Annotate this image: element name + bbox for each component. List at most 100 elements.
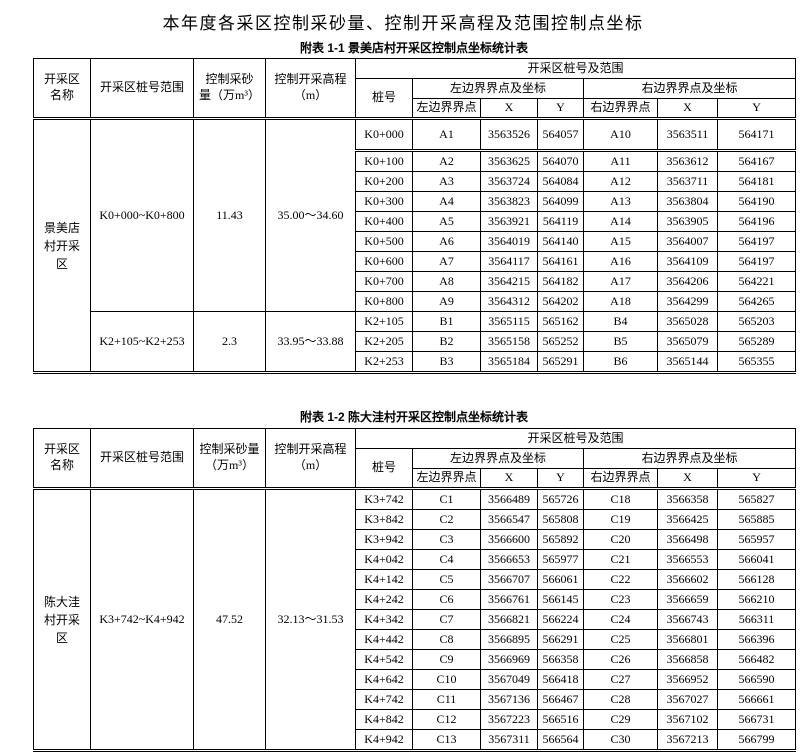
stake-cell: K4+042: [355, 549, 413, 570]
x-cell: 3564312: [480, 291, 538, 312]
y-cell: 565355: [716, 351, 797, 373]
stake-cell: K0+100: [355, 150, 413, 172]
y-cell: 565726: [537, 488, 584, 510]
x-cell: 3566358: [657, 488, 718, 510]
y-cell: 566311: [716, 609, 797, 630]
col-header-sand-volume: 控制采砂量 （万m³）: [193, 428, 266, 490]
table-row: K4+342 C7 3566821 566224 C24 3566743 566311: [34, 609, 797, 630]
right-boundary-point-cell: A18: [583, 291, 658, 312]
left-boundary-point-cell: C1: [412, 488, 481, 510]
table-row: K2+105~K2+253 2.3 33.95～33.88 K2+105 B1 35651…: [34, 311, 797, 373]
x-cell: 3566425: [657, 509, 718, 530]
table-row: 陈大洼村开采区 K3+742~K4+942 47.52 32.13～31.53 K3+7…: [33, 488, 797, 751]
col-header-right-boundary-group: 右边界界点及坐标: [582, 448, 797, 469]
x-cell: 3567311: [480, 729, 538, 751]
x-cell: 3565028: [657, 311, 718, 332]
right-boundary-point-cell: C23: [583, 589, 658, 610]
left-boundary-point-cell: C3: [412, 529, 481, 550]
y-cell: 566358: [537, 649, 584, 670]
x-cell: 3566761: [480, 589, 538, 610]
y-cell: 566210: [716, 589, 797, 610]
table-row: 景美店村开采区 K0+000~K0+800 11.43 35.00～34.60 K0+0…: [33, 118, 797, 373]
col-header-right-point: 右边界界点: [583, 98, 658, 120]
y-cell: 564057: [537, 118, 584, 152]
y-cell: 566731: [716, 709, 797, 730]
sand-volume-cell: 2.3: [193, 311, 266, 373]
col-header-y: Y: [716, 98, 797, 120]
col-header-x: X: [480, 468, 538, 490]
col-header-y: Y: [537, 468, 584, 490]
stake-cell: K3+942: [355, 529, 413, 550]
left-boundary-point-cell: A7: [412, 251, 481, 272]
right-boundary-point-cell: C24: [583, 609, 658, 630]
left-boundary-point-cell: A1: [412, 118, 481, 152]
left-boundary-point-cell: C8: [412, 629, 481, 650]
left-boundary-point-cell: A4: [412, 191, 481, 212]
stake-cell: K4+942: [355, 729, 413, 751]
table-row: K0+300 A4 3563823 564099 A13 3563804 564190: [34, 191, 797, 212]
col-header-x: X: [657, 98, 718, 120]
col-header-stake: 桩号: [355, 448, 413, 490]
stake-cell: K0+400: [355, 211, 413, 232]
y-cell: 566041: [716, 549, 797, 570]
y-cell: 564196: [716, 211, 797, 232]
y-cell: 566396: [716, 629, 797, 650]
col-header-y: Y: [537, 98, 584, 120]
y-cell: 566516: [537, 709, 584, 730]
x-cell: 3565079: [657, 331, 718, 352]
table-row: K4+242 C6 3566761 566145 C23 3566659 566210: [34, 589, 797, 610]
y-cell: 566145: [537, 589, 584, 610]
y-cell: 565252: [537, 331, 584, 352]
col-header-stake-range: 开采区桩号范围: [90, 428, 194, 490]
x-cell: 3566801: [657, 629, 718, 650]
y-cell: 566661: [716, 689, 797, 710]
stake-cell: K4+442: [355, 629, 413, 650]
x-cell: 3566553: [657, 549, 718, 570]
y-cell: 564197: [716, 251, 797, 272]
left-boundary-point-cell: C10: [412, 669, 481, 690]
header-row: 桩号 左边界界点及坐标 右边界界点及坐标: [34, 448, 797, 490]
table-row: K2+253 B3 3565184 565291 B6 3565144 565355: [34, 351, 797, 373]
stake-cell: K0+800: [355, 291, 413, 312]
left-boundary-point-cell: A3: [412, 171, 481, 192]
left-boundary-point-cell: C11: [412, 689, 481, 710]
table-chendawa: 开采区 名称 开采区桩号范围 控制采砂量 （万m³） 控制开采高程 （m） 开采…: [33, 428, 797, 752]
x-cell: 3567223: [480, 709, 538, 730]
col-header-elevation: 控制开采高程 （m）: [265, 428, 356, 490]
right-boundary-point-cell: B5: [583, 331, 658, 352]
x-cell: 3564109: [657, 251, 718, 272]
col-header-stake-and-range-group: 开采区桩号及范围: [354, 428, 797, 449]
stake-cell: K4+842: [355, 709, 413, 730]
y-cell: 566482: [716, 649, 797, 670]
x-cell: 3564215: [480, 271, 538, 292]
stake-cell: K4+142: [355, 569, 413, 590]
header-row: 桩号 左边界界点及坐标 右边界界点及坐标: [34, 78, 797, 120]
stake-cell: K4+342: [355, 609, 413, 630]
x-cell: 3567049: [480, 669, 538, 690]
right-boundary-point-cell: B4: [583, 311, 658, 332]
header-row: 开采区 名称 开采区桩号范围 控制采砂量 （万m³） 控制开采高程 （m） 开采…: [33, 428, 797, 490]
stake-cell: K0+500: [355, 231, 413, 252]
left-boundary-point-cell: B1: [412, 311, 481, 332]
y-cell: 564221: [716, 271, 797, 292]
left-boundary-point-cell: C7: [412, 609, 481, 630]
y-cell: 565892: [537, 529, 584, 550]
right-boundary-point-cell: C27: [583, 669, 658, 690]
right-boundary-point-cell: A15: [583, 231, 658, 252]
y-cell: 564084: [537, 171, 584, 192]
elevation-cell: 32.13～31.53: [265, 488, 356, 751]
x-cell: 3563724: [480, 171, 538, 192]
left-boundary-point-cell: C9: [412, 649, 481, 670]
y-cell: 565827: [716, 488, 797, 510]
x-cell: 3566821: [480, 609, 538, 630]
stake-cell: K0+000: [355, 118, 413, 152]
col-header-left-point: 左边界界点: [412, 468, 481, 490]
x-cell: 3565115: [480, 311, 538, 332]
col-header-stake: 桩号: [355, 78, 413, 120]
right-boundary-point-cell: A17: [583, 271, 658, 292]
x-cell: 3563526: [480, 118, 538, 152]
y-cell: 564070: [537, 150, 584, 172]
y-cell: 564161: [537, 251, 584, 272]
x-cell: 3565184: [480, 351, 538, 373]
y-cell: 565885: [716, 509, 797, 530]
